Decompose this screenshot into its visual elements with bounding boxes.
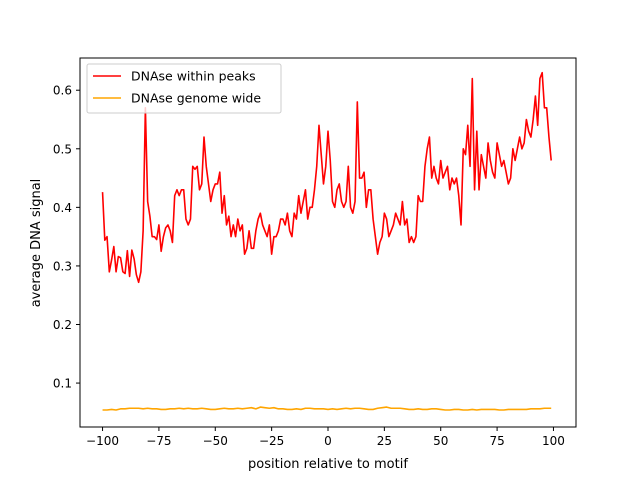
y-tick-label: 0.4	[53, 201, 72, 215]
x-axis-label: position relative to motif	[248, 457, 408, 472]
x-tick-label: 0	[324, 434, 332, 448]
x-tick-label: 100	[542, 434, 565, 448]
y-tick-label: 0.2	[53, 318, 72, 332]
y-tick-label: 0.6	[53, 84, 72, 98]
legend: DNAse within peaks DNAse genome wide	[86, 63, 282, 114]
x-tick-label: 75	[489, 434, 504, 448]
x-tick-label: 50	[433, 434, 448, 448]
x-tick-label: −50	[203, 434, 228, 448]
y-tick-label: 0.5	[53, 142, 72, 156]
y-tick-label: 0.3	[53, 259, 72, 273]
y-axis-label: average DNA signal	[29, 179, 44, 308]
series-layer	[101, 71, 552, 411]
x-tick-label: −75	[146, 434, 171, 448]
y-axis: 0.1 0.2 0.3 0.4 0.5 0.6	[53, 84, 80, 391]
legend-box	[86, 63, 282, 114]
x-tick-label: 25	[377, 434, 392, 448]
x-axis: −100 −75 −50 −25 0 25 50 75 100	[86, 427, 565, 448]
legend-label-within-peaks: DNAse within peaks	[131, 69, 256, 84]
x-tick-label: −100	[86, 434, 119, 448]
x-tick-label: −25	[259, 434, 284, 448]
y-tick-label: 0.1	[53, 377, 72, 391]
series-line-within-peaks	[101, 71, 552, 284]
legend-label-genome-wide: DNAse genome wide	[131, 91, 261, 106]
series-line-genome-wide	[102, 406, 552, 411]
